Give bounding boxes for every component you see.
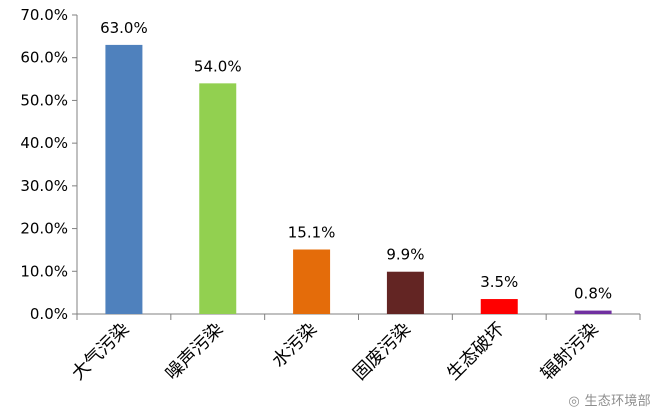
y-tick-label: 0.0% [30, 305, 68, 323]
y-tick-label: 50.0% [20, 91, 68, 109]
y-tick-label: 30.0% [20, 177, 68, 195]
data-label-3: 15.1% [288, 224, 336, 242]
y-tick-label: 10.0% [20, 262, 68, 280]
category-label-3: 水污染 [268, 319, 321, 372]
data-label-5: 3.5% [480, 273, 518, 291]
data-label-2: 54.0% [194, 57, 242, 75]
bar-6 [574, 310, 612, 314]
bar-2 [199, 83, 237, 314]
bars [105, 44, 612, 315]
bar-4 [386, 271, 424, 314]
bar-1 [105, 44, 143, 315]
watermark-text: 生态环境部 [584, 394, 651, 409]
data-label-6: 0.8% [574, 285, 612, 303]
y-tick-label: 70.0% [20, 6, 68, 24]
bar-3 [293, 249, 331, 314]
y-tick-label: 40.0% [20, 134, 68, 152]
watermark: ◎ 生态环境部 [568, 390, 651, 409]
category-label-4: 固废污染 [349, 319, 415, 385]
category-label-2: 噪声污染 [162, 319, 228, 385]
axes: 0.0% 10.0% 20.0% 30.0% 40.0% 50.0% 60.0% 70.0% [20, 6, 641, 323]
data-label-4: 9.9% [386, 246, 424, 264]
weibo-icon: ◎ [568, 394, 581, 409]
bar-5 [480, 299, 518, 314]
y-tick-label: 20.0% [20, 220, 68, 238]
category-label-5: 生态破坏 [443, 319, 509, 385]
y-tick-label: 60.0% [20, 49, 68, 67]
data-labels: 63.0% 大气污染 54.0% 噪声污染 15.1% 水污染 9.9% 固废污染 3.5% 生态… [68, 19, 612, 385]
category-label-1: 大气污染 [68, 319, 134, 385]
data-label-1: 63.0% [100, 19, 148, 37]
category-label-6: 辐射污染 [537, 319, 603, 385]
